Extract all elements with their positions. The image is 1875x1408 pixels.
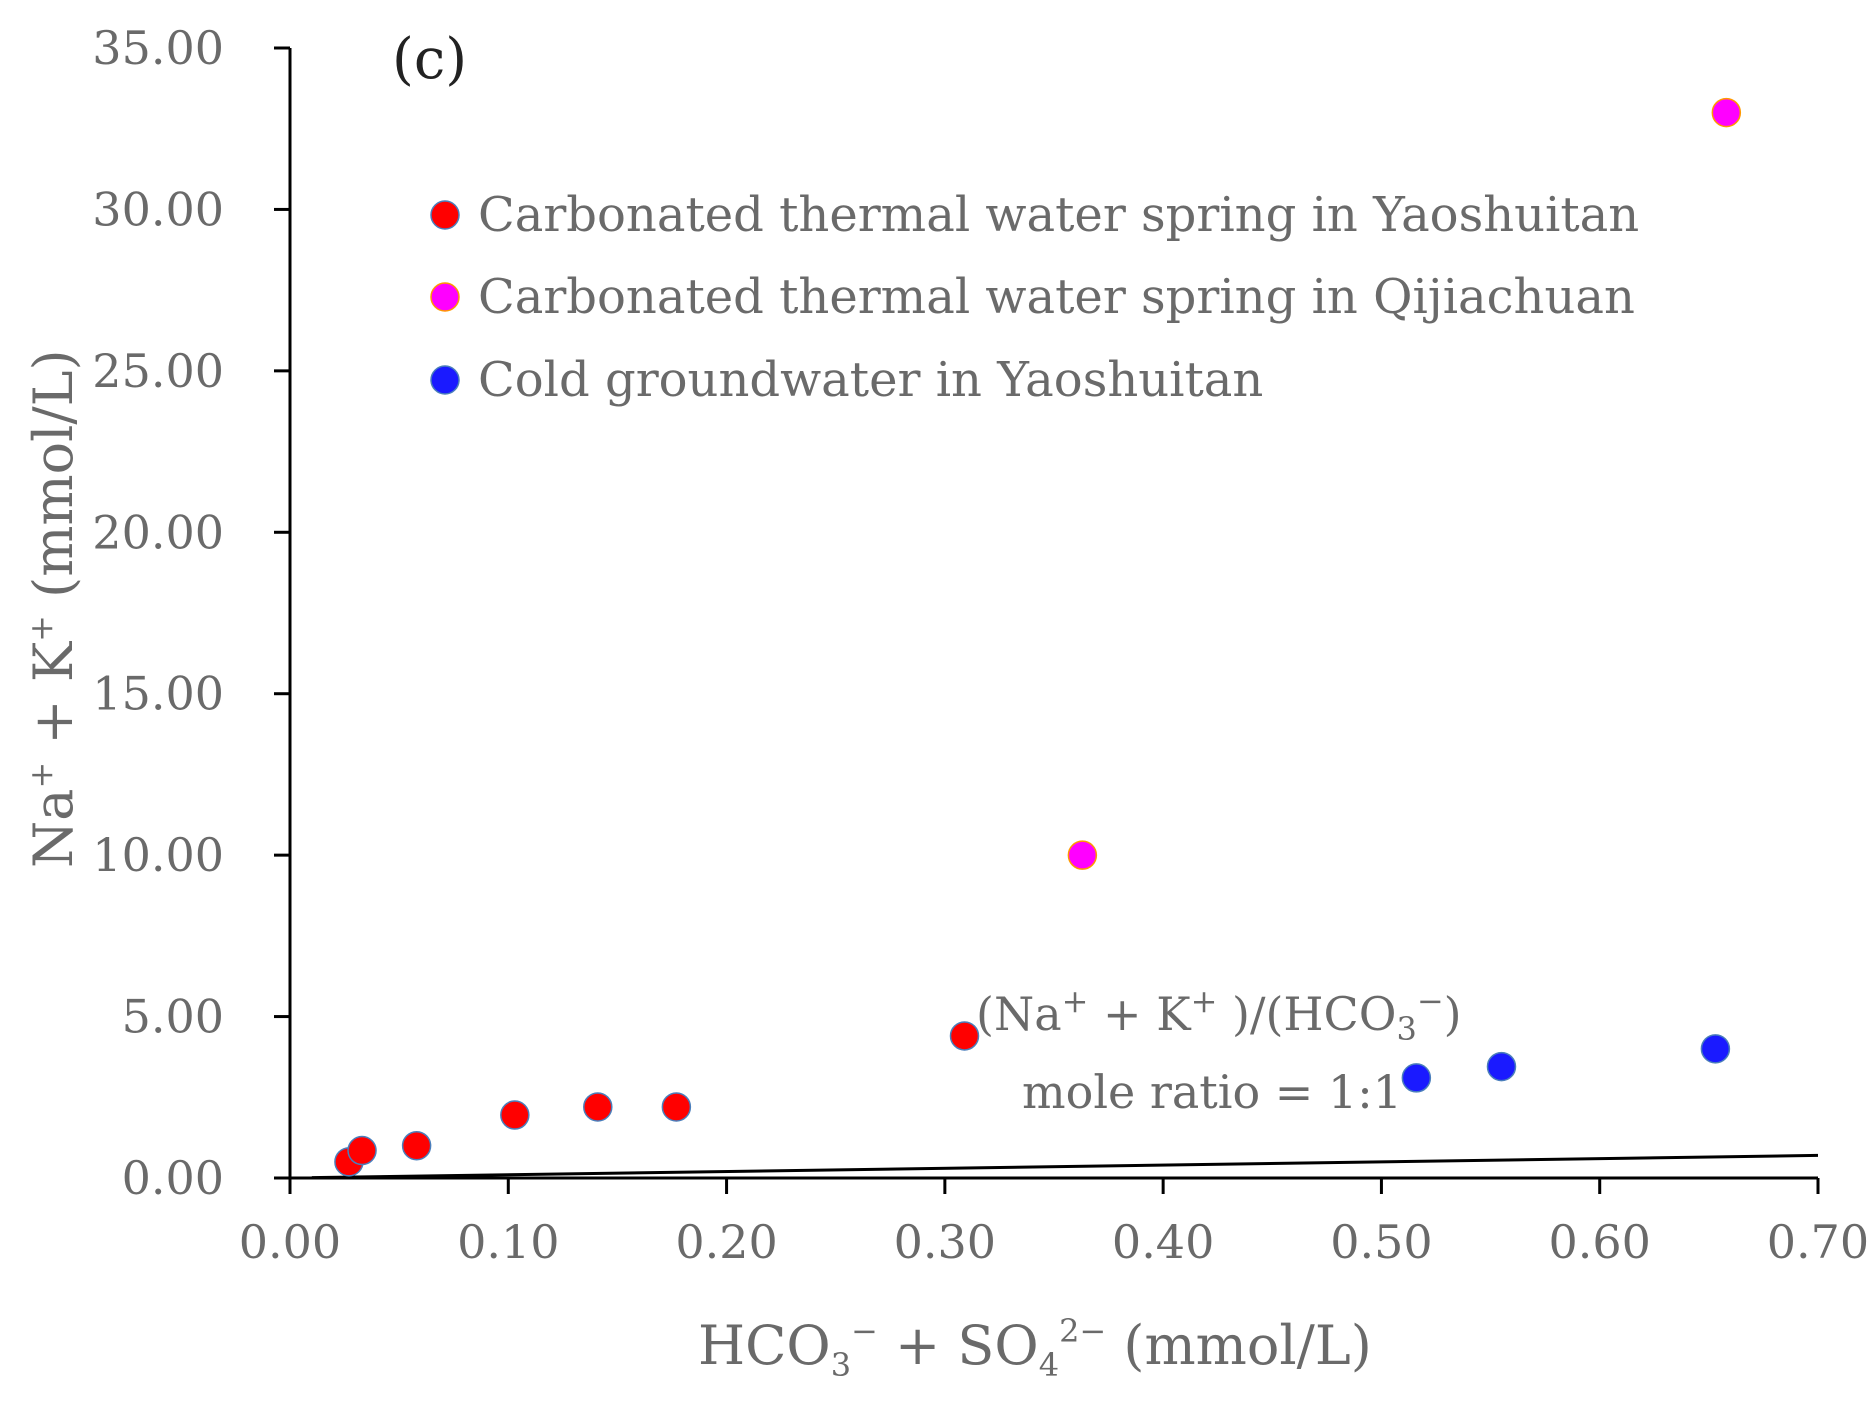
x-tick-label: 0.10 [457, 1215, 559, 1269]
y-tick-label: 30.00 [92, 182, 224, 236]
y-tick-label: 10.00 [92, 828, 224, 882]
data-point [949, 1021, 980, 1051]
x-axis-ticks: 0.00 0.10 0.20 0.30 0.40 0.50 0.60 0.70 [239, 1178, 1869, 1269]
y-axis-title: Na+ + K+ (mmol/L) [22, 349, 85, 868]
legend-marker-yaoshuitan-thermal [430, 200, 460, 230]
data-point [1486, 1051, 1517, 1082]
data-point [583, 1092, 613, 1122]
x-tick-label: 0.40 [1112, 1215, 1214, 1269]
panel-label: (c) [392, 27, 467, 92]
legend-marker-cold-groundwater [430, 365, 460, 395]
data-point [1700, 1034, 1731, 1064]
x-tick-label: 0.20 [675, 1215, 777, 1269]
annotation-line-2: mole ratio = 1:1 [1022, 1065, 1402, 1119]
x-axis-title: HCO3− + SO42− (mmol/L) [698, 1312, 1372, 1384]
y-axis-ticks: 0.00 5.00 10.00 15.00 20.00 25.00 30.00 35.00 [92, 21, 290, 1205]
x-tick-label: 0.70 [1767, 1215, 1869, 1269]
x-tick-label: 0.30 [894, 1215, 996, 1269]
data-point [500, 1100, 530, 1130]
ratio-annotation: (Na+ + K+ )/(HCO3−) mole ratio = 1:1 [976, 982, 1462, 1119]
y-tick-label: 0.00 [122, 1151, 224, 1205]
annotation-line-1: (Na+ + K+ )/(HCO3−) [976, 982, 1462, 1048]
data-point [1401, 1063, 1432, 1093]
data-points [334, 97, 1742, 1177]
y-tick-label: 35.00 [92, 21, 224, 75]
legend-label-yaoshuitan-thermal: Carbonated thermal water spring in Yaosh… [478, 187, 1639, 243]
data-point [347, 1135, 377, 1166]
y-tick-label: 20.00 [92, 505, 224, 559]
y-tick-label: 25.00 [92, 344, 224, 398]
legend: Carbonated thermal water spring in Yaosh… [430, 187, 1639, 408]
reference-line-1-to-1 [311, 1153, 1819, 1180]
x-tick-label: 0.50 [1330, 1215, 1432, 1269]
data-point [1711, 97, 1742, 128]
legend-label-cold-groundwater: Cold groundwater in Yaoshuitan [478, 352, 1263, 408]
x-tick-label: 0.60 [1549, 1215, 1651, 1269]
data-point [401, 1130, 432, 1161]
y-tick-label: 15.00 [92, 667, 224, 721]
y-tick-label: 5.00 [122, 990, 224, 1044]
data-point [1067, 840, 1098, 870]
x-tick-label: 0.00 [239, 1215, 341, 1269]
legend-marker-qijiachuan-thermal [430, 282, 460, 312]
legend-label-qijiachuan-thermal: Carbonated thermal water spring in Qijia… [478, 269, 1635, 325]
data-point [661, 1092, 692, 1122]
